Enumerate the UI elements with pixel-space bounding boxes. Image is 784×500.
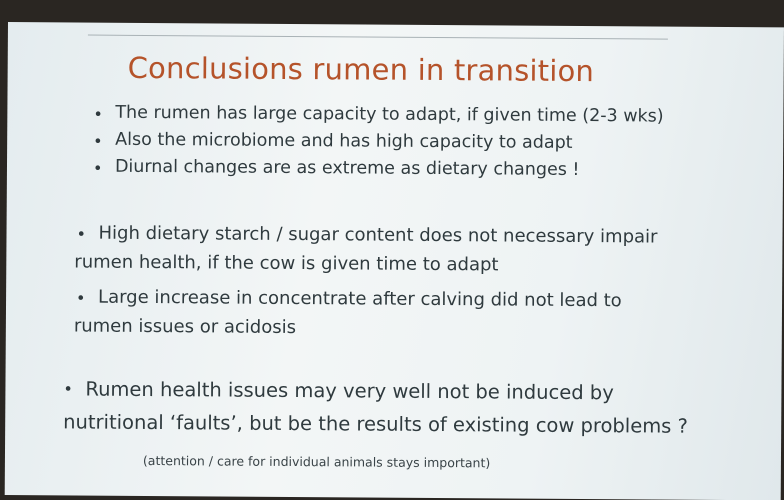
bullet-text: High dietary starch / sugar content does…	[98, 222, 658, 248]
bullet: •	[92, 158, 103, 178]
bullet-text: nutritional ‘faults’, but be the results…	[63, 410, 689, 438]
bullet-text: Rumen health issues may very well not be…	[85, 377, 614, 405]
slide: Conclusions rumen in transition (attenti…	[4, 22, 784, 500]
bullet: •	[76, 288, 86, 308]
bullet-text: The rumen has large capacity to adapt, i…	[115, 102, 664, 127]
bullet: •	[93, 104, 103, 124]
slide-title: Conclusions rumen in transition	[127, 50, 595, 89]
bullet-text: Diurnal changes are as extreme as dietar…	[114, 156, 580, 180]
bullet-text: rumen issues or acidosis	[73, 315, 297, 339]
title-rule	[87, 34, 668, 40]
bullet: •	[63, 379, 73, 399]
bullet: •	[76, 224, 87, 244]
bullet-text: Also the microbiome and has high capacit…	[115, 129, 573, 153]
bullet: •	[93, 131, 103, 151]
bullet-text: Large increase in concentrate after calv…	[98, 286, 622, 312]
bullet-text: rumen health, if the cow is given time t…	[74, 251, 499, 276]
note: (attention / care for individual animals…	[142, 452, 491, 471]
